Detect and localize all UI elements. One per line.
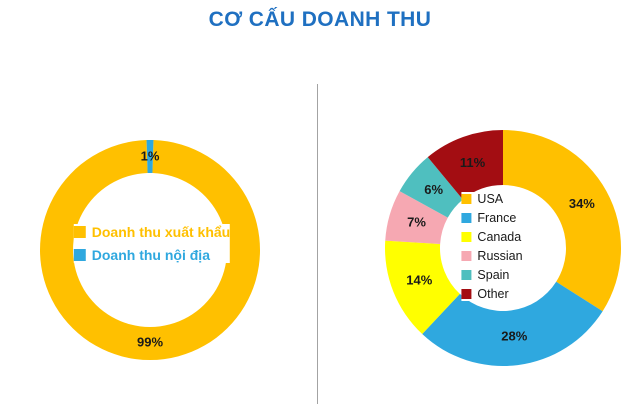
slice-label-other: 11% bbox=[460, 155, 486, 170]
legend-item-doanh-thu-xu-t-kh-u: Doanh thu xuất khẩu bbox=[73, 224, 231, 240]
pie-slice-russian bbox=[385, 191, 448, 245]
legend-item-usa: USA bbox=[461, 192, 522, 206]
legend-swatch-doanh-thu-xu-t-kh-u bbox=[73, 226, 86, 238]
export-structure-legend: Doanh thu xuất khẩu Doanh thu nội địa bbox=[73, 224, 231, 263]
legend-label-other: Other bbox=[477, 287, 509, 301]
slice-label-france: 28% bbox=[501, 329, 527, 344]
legend-label-doanh-thu-n-i-a: Doanh thu nội địa bbox=[91, 247, 210, 263]
donut-chart-export-structure: 99% 1% bbox=[39, 139, 260, 360]
legend-label-spain: Spain bbox=[477, 268, 510, 282]
legend-label-france: France bbox=[477, 211, 517, 225]
vertical-divider bbox=[317, 84, 318, 404]
legend-swatch-russian bbox=[461, 251, 472, 261]
legend-item-doanh-thu-n-i-a: Doanh thu nội địa bbox=[73, 247, 230, 263]
legend-item-other: Other bbox=[461, 287, 522, 301]
legend-label-doanh-thu-xu-t-kh-u: Doanh thu xuất khẩu bbox=[91, 224, 231, 240]
pie-slice-france bbox=[422, 281, 603, 367]
slice-label-doanh-thu-xu-t-kh-u: 99% bbox=[137, 334, 163, 349]
legend-swatch-other bbox=[461, 289, 472, 299]
legend-item-spain: Spain bbox=[461, 268, 522, 282]
legend-label-russian: Russian bbox=[477, 249, 523, 263]
legend-item-france: France bbox=[461, 211, 522, 225]
slice-label-spain: 6% bbox=[424, 182, 443, 197]
legend-swatch-usa bbox=[461, 194, 472, 204]
legend-item-russian: Russian bbox=[461, 249, 523, 263]
revenue-by-country-legend: USA France Canada Russian Spain Other bbox=[461, 192, 523, 301]
slice-label-canada: 14% bbox=[406, 273, 432, 288]
pie-slice-other bbox=[427, 130, 503, 200]
slice-label-usa: 34% bbox=[569, 196, 595, 211]
pie-slice-doanh-thu-n-i-a bbox=[146, 139, 154, 174]
pie-slice-usa bbox=[503, 130, 622, 312]
legend-swatch-spain bbox=[461, 270, 472, 280]
pie-slice-doanh-thu-xu-t-kh-u bbox=[39, 140, 260, 360]
donut-chart-revenue-by-country: 34% 28% 14% 7% 6% 11% bbox=[384, 130, 622, 367]
legend-swatch-france bbox=[461, 213, 472, 223]
legend-swatch-doanh-thu-n-i-a bbox=[73, 249, 86, 261]
legend-label-canada: Canada bbox=[477, 230, 522, 244]
slice-label-russian: 7% bbox=[407, 214, 426, 229]
legend-label-usa: USA bbox=[477, 192, 504, 206]
slice-label-doanh-thu-n-i-a: 1% bbox=[141, 148, 160, 163]
legend-swatch-canada bbox=[461, 232, 472, 242]
pie-slice-spain bbox=[399, 157, 463, 218]
legend-item-canada: Canada bbox=[461, 230, 522, 244]
pie-slice-canada bbox=[384, 240, 460, 335]
page-title: CƠ CẤU DOANH THU bbox=[208, 8, 432, 31]
